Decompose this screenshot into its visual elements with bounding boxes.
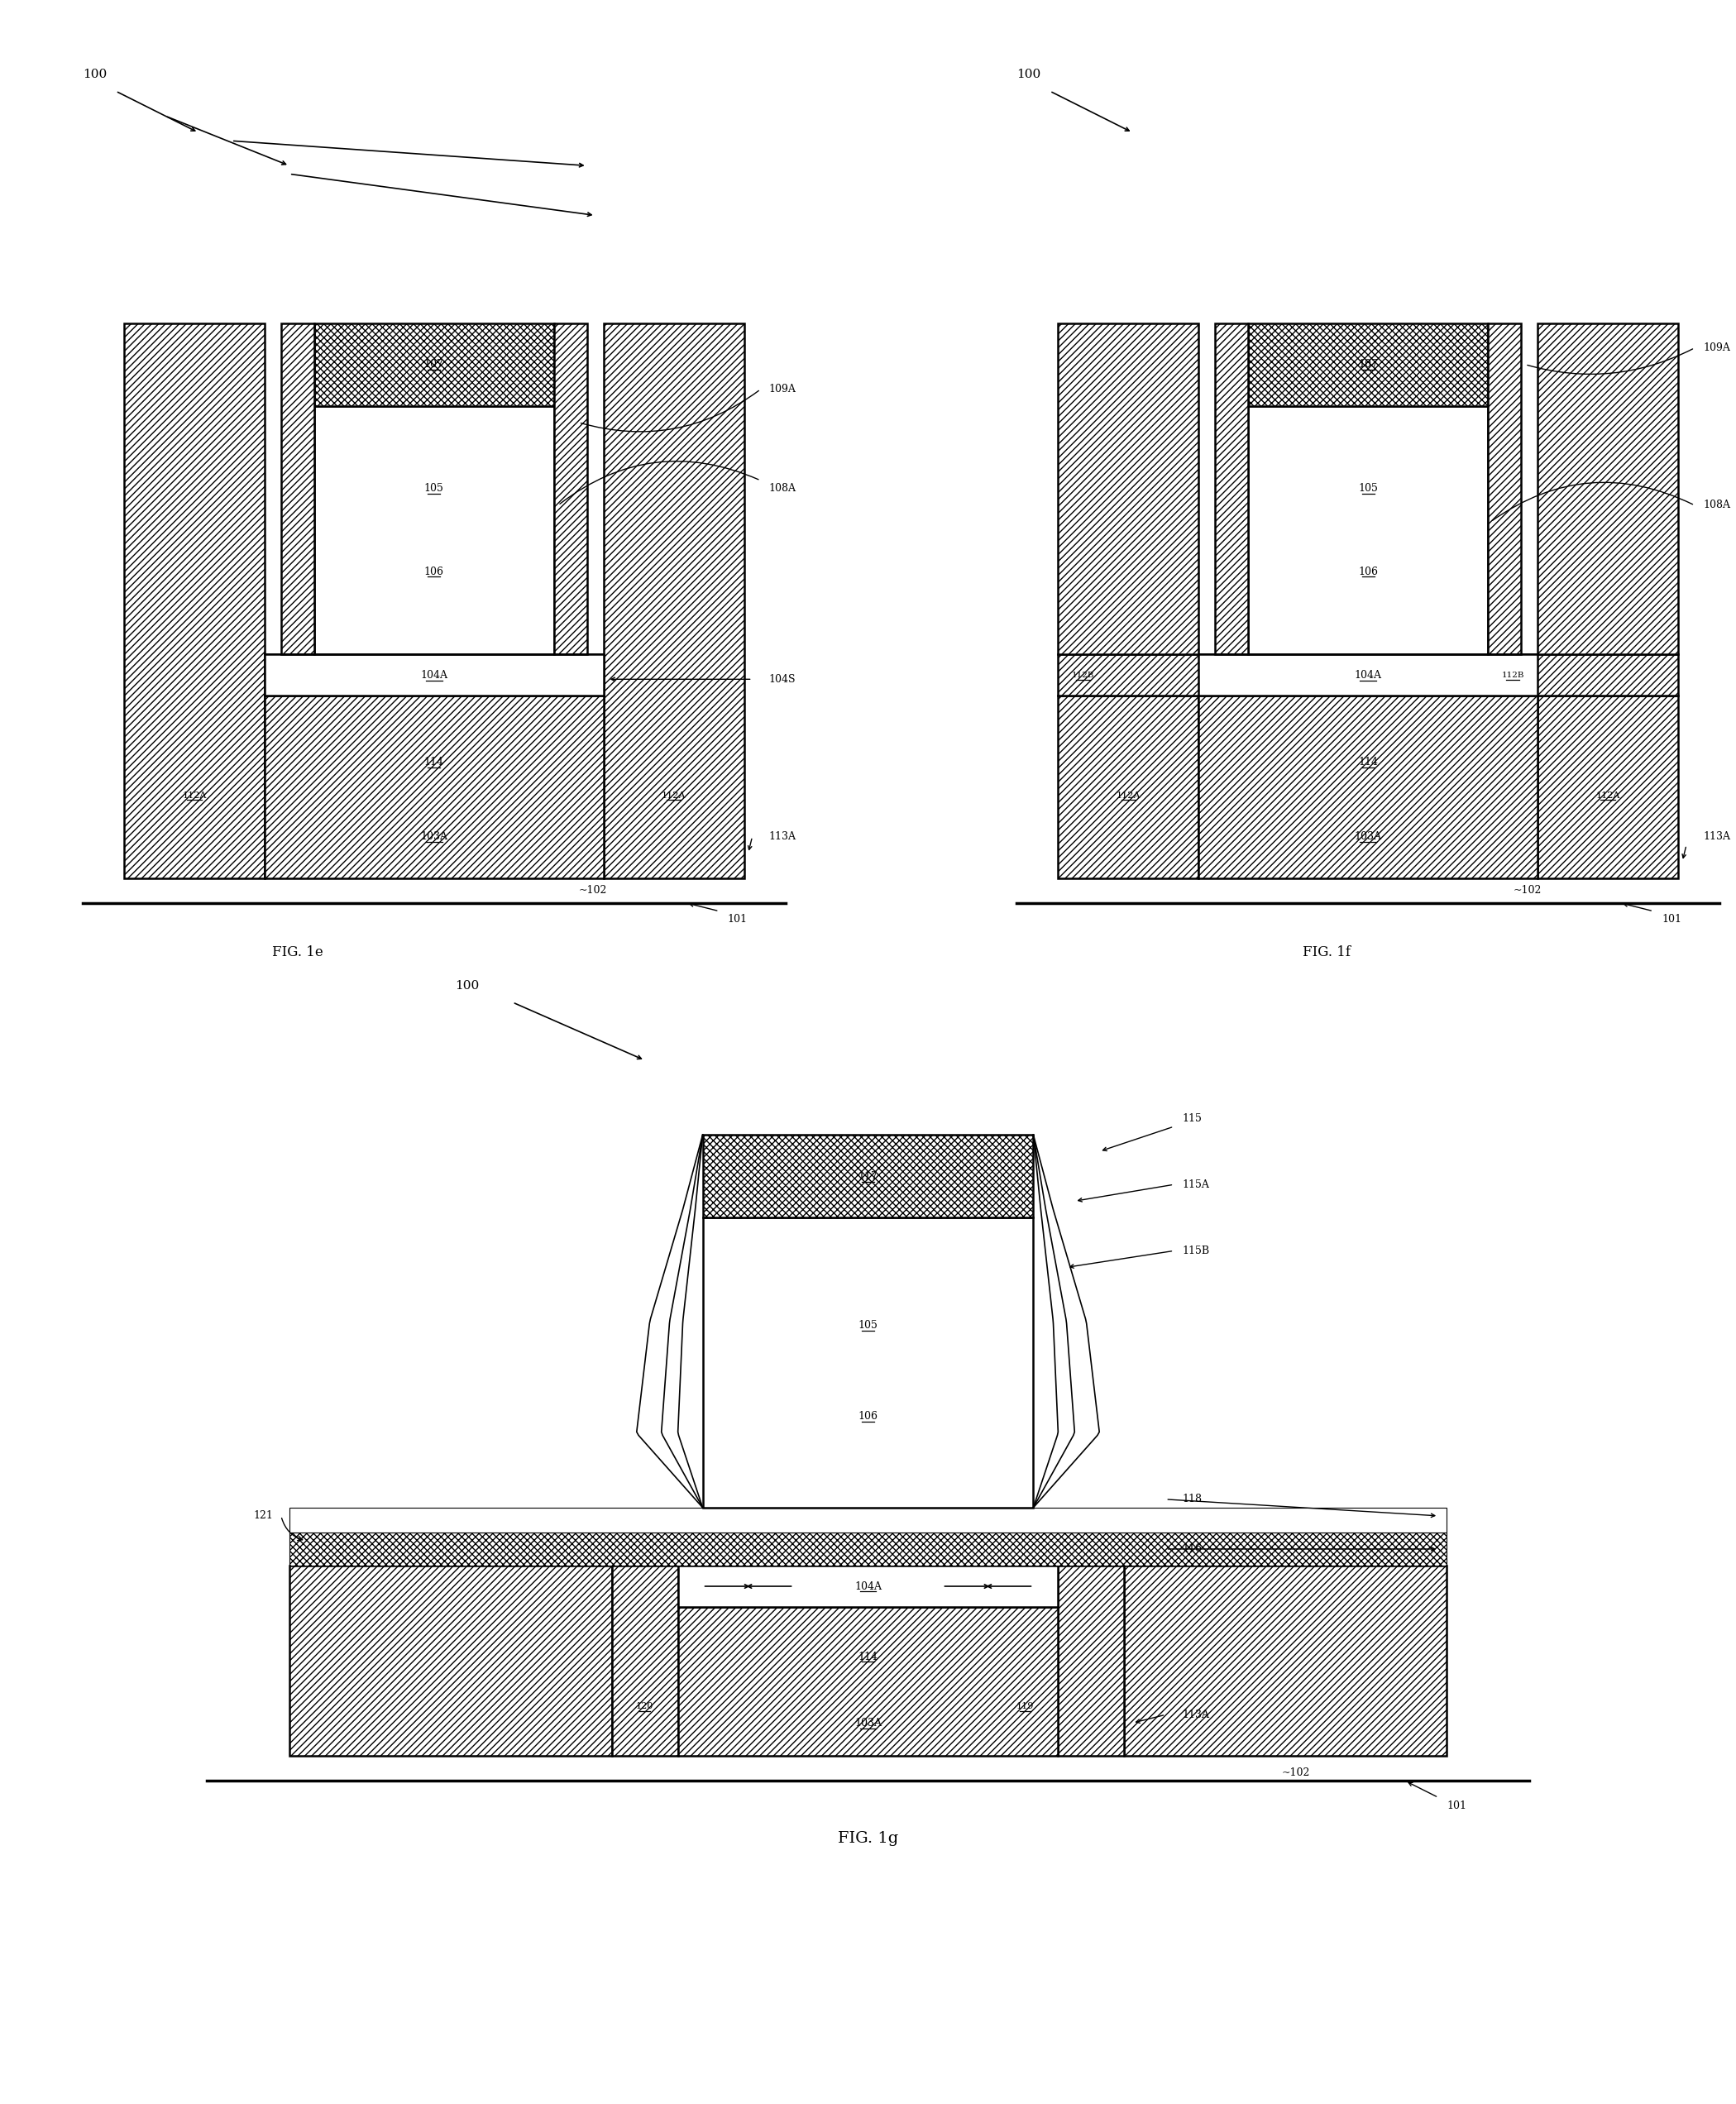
Bar [1059, 1565, 1125, 1757]
Text: 115: 115 [1182, 1113, 1201, 1124]
Bar [677, 1607, 1059, 1757]
Text: 113A: 113A [769, 831, 797, 842]
Text: 105: 105 [858, 1319, 878, 1330]
Text: 108A: 108A [1703, 501, 1731, 511]
Text: ~102: ~102 [578, 886, 608, 896]
Text: 112A: 112A [1595, 791, 1620, 800]
Text: 103A: 103A [854, 1717, 882, 1727]
Bar [1198, 696, 1538, 877]
Bar [1125, 1565, 1446, 1757]
Bar [677, 1565, 1059, 1607]
Text: 112A: 112A [182, 791, 207, 800]
Bar [554, 324, 587, 654]
Text: 118: 118 [1182, 1494, 1201, 1504]
Bar [1059, 696, 1198, 877]
Bar [1538, 696, 1679, 877]
Text: 112A: 112A [1116, 791, 1141, 800]
Text: 106: 106 [424, 566, 444, 576]
Text: 117: 117 [858, 1172, 878, 1182]
Bar [1198, 654, 1538, 696]
Text: 113A: 113A [1182, 1708, 1210, 1721]
Bar [703, 1134, 1033, 1218]
Text: 120: 120 [635, 1702, 654, 1711]
Text: 103A: 103A [420, 831, 448, 842]
Text: FIG. 1f: FIG. 1f [1302, 945, 1351, 959]
Text: 112A: 112A [661, 791, 686, 800]
Bar [1059, 324, 1198, 654]
Text: 114: 114 [424, 757, 444, 768]
Bar [703, 1218, 1033, 1509]
Bar [123, 324, 264, 877]
Bar [290, 1565, 611, 1757]
Bar [264, 696, 604, 877]
Text: ~102: ~102 [1512, 886, 1542, 896]
Text: 107: 107 [424, 360, 444, 370]
Text: 109A: 109A [1703, 343, 1731, 353]
Bar [611, 1565, 677, 1757]
Text: 109A: 109A [769, 383, 797, 396]
Bar [1248, 324, 1488, 406]
Bar [264, 654, 604, 696]
Bar [1215, 324, 1248, 654]
Bar [1538, 324, 1679, 654]
Bar [1059, 654, 1266, 696]
Text: 105: 105 [424, 484, 444, 494]
Bar [290, 1532, 1446, 1565]
Text: ~102: ~102 [1281, 1767, 1309, 1778]
Text: 100: 100 [1017, 69, 1042, 80]
Text: FIG. 1g: FIG. 1g [838, 1830, 898, 1847]
Text: 100: 100 [83, 69, 108, 80]
Text: 116: 116 [1182, 1544, 1201, 1555]
Text: 104S: 104S [769, 673, 795, 684]
Text: 104A: 104A [1354, 669, 1382, 680]
Text: 101: 101 [727, 913, 746, 926]
Text: 103A: 103A [1354, 831, 1382, 842]
Text: 114: 114 [1358, 757, 1378, 768]
Text: 115B: 115B [1182, 1246, 1210, 1256]
Text: 100: 100 [455, 980, 479, 991]
Text: 107: 107 [1358, 360, 1378, 370]
Text: 104A: 104A [420, 669, 448, 680]
Text: 108A: 108A [769, 484, 797, 494]
Text: 101: 101 [1661, 913, 1682, 926]
Bar [604, 324, 745, 877]
Text: 112B: 112B [1071, 671, 1094, 680]
Bar [290, 1509, 1446, 1532]
Bar [1248, 406, 1488, 654]
Text: 113A: 113A [1703, 831, 1731, 842]
Text: 115A: 115A [1182, 1178, 1210, 1191]
Text: 105: 105 [1358, 484, 1378, 494]
Text: 114: 114 [858, 1652, 878, 1662]
Text: 101: 101 [1446, 1801, 1467, 1812]
Text: 104A: 104A [854, 1580, 882, 1591]
Text: 121: 121 [253, 1511, 273, 1521]
Text: 106: 106 [858, 1412, 878, 1422]
Bar [1488, 324, 1521, 654]
Bar [314, 406, 554, 654]
Bar [314, 324, 554, 406]
Text: 112B: 112B [1502, 671, 1524, 680]
Bar [1472, 654, 1679, 696]
Text: FIG. 1e: FIG. 1e [273, 945, 323, 959]
Text: 106: 106 [1358, 566, 1378, 576]
Bar [281, 324, 314, 654]
Text: 119: 119 [1016, 1702, 1035, 1711]
